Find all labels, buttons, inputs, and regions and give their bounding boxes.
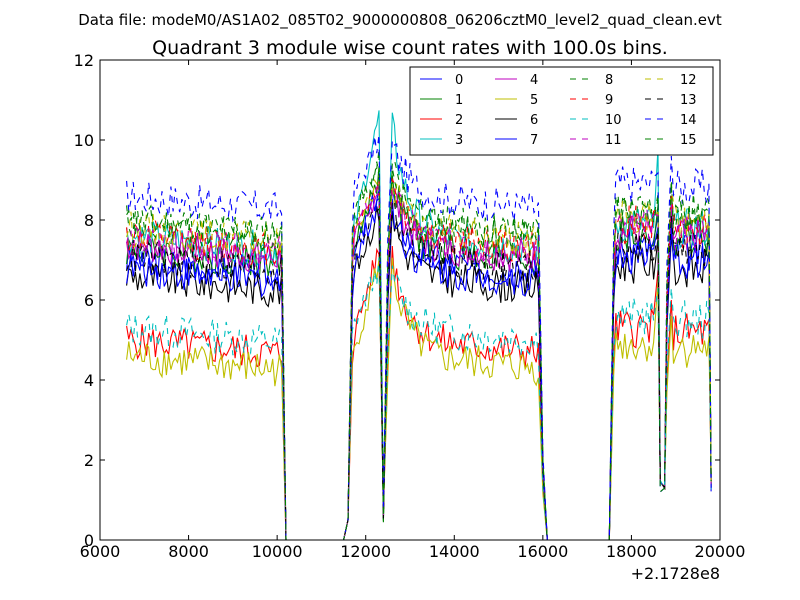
legend-label-11: 11 (605, 133, 622, 148)
series-line-5 (126, 257, 712, 541)
legend-box (409, 66, 714, 156)
legend-label-12: 12 (680, 73, 697, 88)
legend-label-4: 4 (530, 73, 538, 88)
y-tick-label: 0 (84, 531, 94, 550)
legend-label-1: 1 (455, 93, 463, 108)
legend-label-7: 7 (530, 133, 538, 148)
chart-title: Quadrant 3 module wise count rates with … (152, 37, 668, 59)
x-tick-label: 16000 (517, 542, 568, 561)
series-line-3 (126, 110, 712, 541)
series-line-14 (126, 134, 712, 541)
y-tick-label: 12 (74, 51, 94, 70)
y-tick-label: 4 (84, 371, 94, 390)
series-line-7 (126, 197, 712, 541)
x-tick-label: 18000 (606, 542, 657, 561)
series-line-12 (126, 174, 712, 541)
legend-label-10: 10 (605, 113, 622, 128)
x-tick-label: 12000 (340, 542, 391, 561)
y-tick-label: 2 (84, 451, 94, 470)
series-line-9 (126, 177, 712, 541)
series-line-10 (126, 257, 712, 541)
legend-label-8: 8 (605, 73, 613, 88)
x-tick-label: 6000 (80, 542, 121, 561)
x-tick-label: 14000 (429, 542, 480, 561)
series-line-8 (126, 149, 712, 541)
legend-label-14: 14 (680, 113, 697, 128)
series-line-11 (126, 183, 712, 541)
legend-label-5: 5 (530, 93, 538, 108)
series-line-2 (126, 245, 712, 541)
y-tick-label: 10 (74, 131, 94, 150)
y-tick-label: 8 (84, 211, 94, 230)
x-tick-label: 10000 (252, 542, 303, 561)
x-offset-label: +2.1728e8 (631, 564, 720, 583)
series-layer (126, 110, 712, 541)
legend-label-9: 9 (605, 93, 613, 108)
series-line-15 (126, 161, 712, 541)
legend-label-3: 3 (455, 133, 463, 148)
data-file-header: Data file: modeM0/AS1A02_085T02_90000008… (78, 11, 722, 30)
legend-label-15: 15 (680, 133, 697, 148)
x-tick-label: 8000 (168, 542, 209, 561)
legend-label-6: 6 (530, 113, 538, 128)
legend-label-2: 2 (455, 113, 463, 128)
y-tick-label: 6 (84, 291, 94, 310)
legend-label-0: 0 (455, 73, 463, 88)
legend-label-13: 13 (680, 93, 697, 108)
x-tick-label: 20000 (695, 542, 746, 561)
series-line-6 (126, 206, 712, 541)
series-line-13 (126, 199, 712, 541)
ticks-layer: 6000 8000 10000 12000 14000 16000 18000 20000 0 2… (74, 51, 746, 561)
